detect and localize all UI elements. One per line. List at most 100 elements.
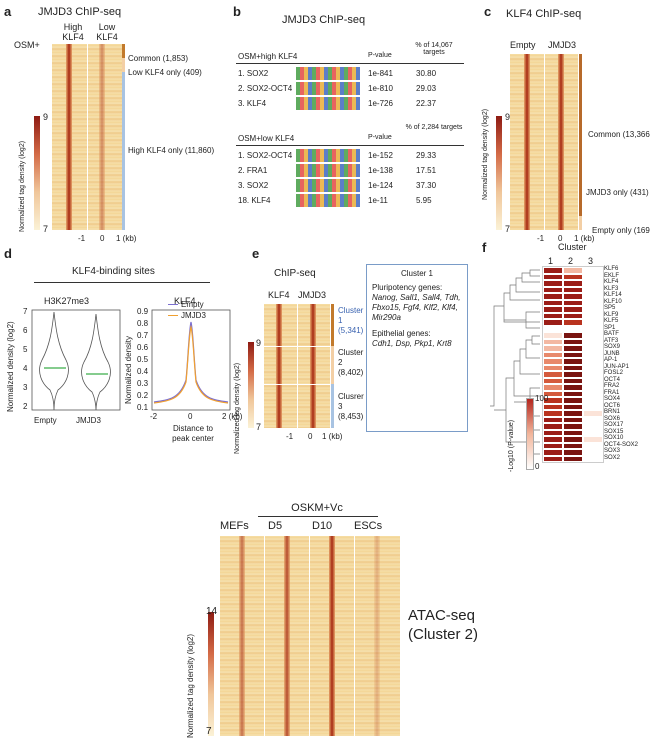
line-ytick: 0.6 (137, 343, 149, 352)
panel-d-label: d (4, 246, 12, 261)
heatmap-cell (563, 358, 583, 365)
heatmap-row (543, 455, 603, 462)
heatmap-cell (543, 436, 563, 443)
heatmap-row (543, 306, 603, 313)
motif-logo-icon (296, 67, 360, 80)
panel-c-label: c (484, 4, 492, 19)
violin-ytick: 5 (23, 345, 28, 354)
motif-row: 3. SOX2 1e-124 37.30 (238, 178, 464, 193)
heatmap-row (543, 358, 603, 365)
panel-e-cbar-min: 7 (256, 422, 262, 432)
panel-e-bar-c1 (331, 304, 334, 346)
motif-logo-icon (296, 82, 360, 95)
panel-f-title: Cluster (558, 242, 587, 252)
panel-a-xtick-2: 0 (100, 234, 105, 243)
motif-percent: 29.33 (416, 151, 437, 160)
heatmap-row (543, 345, 603, 352)
panel-b-table2-rows: 1. SOX2-OCT4 1e-152 29.33 2. FRA1 1e-138 17.5… (238, 148, 464, 208)
heatmap-cell (563, 442, 583, 449)
motif-row: 1. SOX2-OCT4 1e-152 29.33 (238, 148, 464, 163)
heatmap-cell (563, 397, 583, 404)
heatmap-cell (543, 299, 563, 306)
heatmap-cell (583, 397, 603, 404)
heatmap-cell (583, 436, 603, 443)
panel-d-title: KLF4-binding sites (72, 266, 155, 277)
motif-name: 1. SOX2-OCT4 (238, 151, 293, 160)
heatmap-cell (543, 338, 563, 345)
motif-row: 1. SOX2 1e-841 30.80 (238, 66, 464, 81)
panel-c-ylabel: Normalized tag density (log2) (482, 108, 489, 200)
motif-logo-icon (296, 149, 360, 162)
box-title: Cluster 1 (400, 269, 433, 278)
panel-e-label: e (252, 246, 260, 261)
panel-d-plots: 7 6 5 4 3 2 0.9 0.8 0.7 0.6 0.5 0.4 0.3 0.2 0.1 (23, 307, 231, 412)
heatmap-cell (543, 416, 563, 423)
heatmap-cell (563, 416, 583, 423)
heatmap-cell (543, 390, 563, 397)
panel-c-group-bar-jmjd3 (579, 216, 582, 230)
panel-a-cbar-min: 7 (43, 224, 49, 234)
heatmap-cell (563, 338, 583, 345)
panel-a-col-high: High KLF4 (62, 22, 84, 42)
heatmap-cell (583, 449, 603, 456)
heatmap-cell (583, 358, 603, 365)
heatmap-cell (543, 403, 563, 410)
panel-f-heatmap (542, 266, 604, 463)
motif-pvalue: 1e-152 (368, 151, 393, 160)
heatmap-row-label: OCT6 (604, 402, 621, 409)
heatmap-row (543, 312, 603, 319)
panel-e-heatmap (264, 304, 330, 428)
heatmap-row (543, 319, 603, 326)
heatmap-cell (583, 390, 603, 397)
motif-pvalue: 1e-124 (368, 181, 393, 190)
legend-item: Empty (168, 300, 206, 309)
panel-g-col-escs: ESCs (354, 520, 383, 532)
panel-g-cbar-max: 14 (206, 606, 218, 617)
panel-a-group-common: Common (1,853) (128, 54, 189, 63)
panel-g-title: ATAC-seq (Cluster 2) (408, 607, 479, 643)
line-ytick: 0.9 (137, 307, 149, 316)
heatmap-cell (583, 351, 603, 358)
panel-d-legend-box: Empty JMJD3 (168, 300, 206, 320)
motif-percent: 17.51 (416, 166, 437, 175)
heatmap-cell (563, 319, 583, 326)
heatmap-cell (543, 286, 563, 293)
panel-a-row-label: OSM+ (14, 40, 40, 50)
heatmap-row-label: SOX15 (604, 428, 624, 435)
heatmap-cell (563, 299, 583, 306)
heatmap-cell (583, 299, 603, 306)
heatmap-cell (543, 364, 563, 371)
panel-e-bar-c3 (331, 384, 334, 428)
panel-d-violin-xlabel-empty: Empty (34, 416, 57, 425)
heatmap-cell (543, 429, 563, 436)
panel-c-colorbar (496, 116, 502, 230)
legend-item: JMJD3 (168, 311, 206, 320)
heatmap-row-label: BRN1 (604, 409, 621, 415)
panel-g-colorbar (208, 612, 214, 736)
heatmap-cell (543, 345, 563, 352)
heatmap-row (543, 267, 603, 274)
heatmap-cell (583, 293, 603, 300)
heatmap-cell (563, 332, 583, 339)
heatmap-cell (543, 384, 563, 391)
motif-name: 2. FRA1 (238, 166, 268, 175)
panel-e-xtick-3: 1 (kb) (322, 432, 343, 441)
motif-logo-icon (296, 179, 360, 192)
violin-ytick: 4 (23, 364, 28, 373)
motif-row: 2. SOX2-OCT4 1e-810 29.03 (238, 81, 464, 96)
panel-e-title: ChIP-seq (274, 268, 316, 279)
heatmap-cell (583, 410, 603, 417)
panel-e-cluster-3: Clusrer 3 (8,453) (338, 392, 364, 421)
heatmap-cell (563, 455, 583, 462)
panel-a-title: JMJD3 ChIP-seq (38, 6, 122, 18)
panel-f-cbar-label: -Log10 (P-value) (508, 419, 515, 472)
panel-f-row-labels: KLF6 EKLF KLF4 KLF3 KLF14 KLF10 SP5 KLF9 KLF5 SP1… (604, 266, 638, 461)
heatmap-row (543, 377, 603, 384)
heatmap-cell (563, 306, 583, 313)
heatmap-row (543, 403, 603, 410)
box-heading-1: Pluripotency genes: (372, 283, 443, 292)
motif-percent: 29.03 (416, 84, 437, 93)
panel-d-line-xtick-2: 0 (188, 412, 193, 421)
heatmap-cell (563, 384, 583, 391)
panel-a-heatmap (52, 44, 122, 230)
